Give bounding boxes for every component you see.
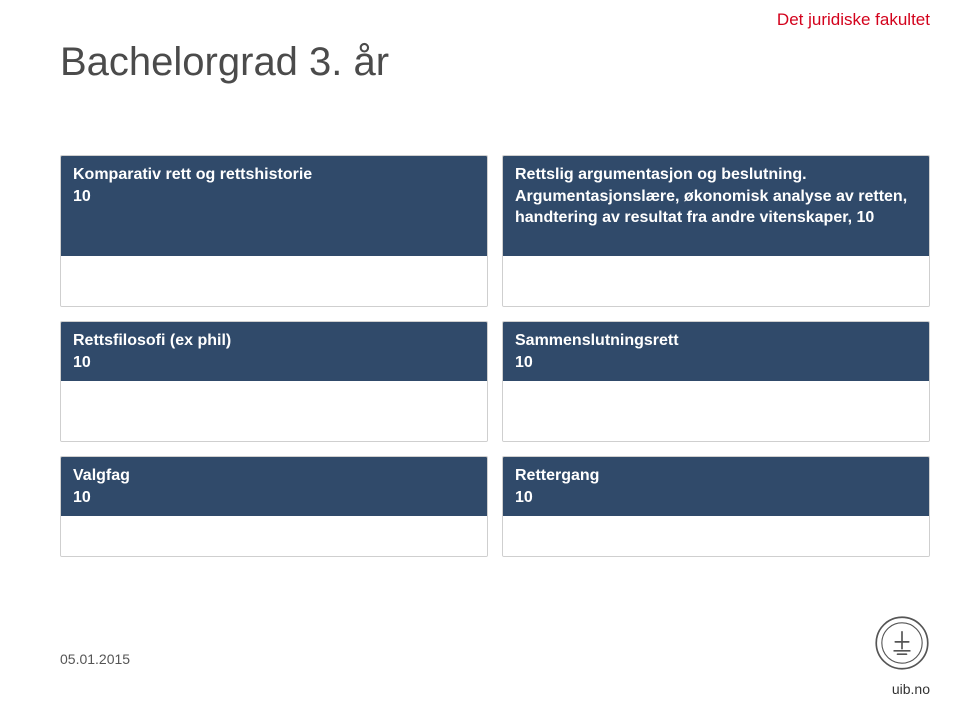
- course-credits: 10: [73, 352, 475, 374]
- course-cell-header: Komparativ rett og rettshistorie 10: [61, 156, 487, 256]
- course-cell: Rettslig argumentasjon og beslutning. Ar…: [502, 155, 930, 307]
- course-title: Rettsfilosofi (ex phil): [73, 332, 231, 349]
- page-title: Bachelorgrad 3. år: [60, 40, 389, 85]
- course-cell: Rettergang 10: [502, 456, 930, 557]
- course-cell-body: [503, 516, 929, 556]
- course-cell-header: Sammenslutningsrett 10: [503, 322, 929, 381]
- course-cell-body: [61, 516, 487, 556]
- course-cell-header: Rettsfilosofi (ex phil) 10: [61, 322, 487, 381]
- university-seal-icon: [874, 615, 930, 671]
- course-cell: Rettsfilosofi (ex phil) 10: [60, 321, 488, 442]
- course-cell-body: [61, 256, 487, 306]
- footer-date: 05.01.2015: [60, 651, 130, 667]
- course-cell-body: [503, 256, 929, 306]
- course-credits: 10: [73, 186, 475, 208]
- course-grid: Komparativ rett og rettshistorie 10 Rett…: [60, 155, 930, 571]
- course-title: Rettslig argumentasjon og beslutning. Ar…: [515, 166, 907, 226]
- course-credits: 10: [515, 352, 917, 374]
- course-cell: Valgfag 10: [60, 456, 488, 557]
- grid-row: Rettsfilosofi (ex phil) 10 Sammenslutnin…: [60, 321, 930, 442]
- course-title: Komparativ rett og rettshistorie: [73, 166, 312, 183]
- faculty-label: Det juridiske fakultet: [777, 10, 930, 30]
- course-credits: 10: [515, 487, 917, 509]
- course-cell-body: [61, 381, 487, 441]
- course-cell: Sammenslutningsrett 10: [502, 321, 930, 442]
- course-cell-header: Rettergang 10: [503, 457, 929, 516]
- slide-page: Det juridiske fakultet Bachelorgrad 3. å…: [0, 0, 960, 707]
- course-title: Sammenslutningsrett: [515, 332, 679, 349]
- course-title: Rettergang: [515, 467, 599, 484]
- course-cell: Komparativ rett og rettshistorie 10: [60, 155, 488, 307]
- footer-site: uib.no: [892, 681, 930, 697]
- course-cell-header: Valgfag 10: [61, 457, 487, 516]
- course-cell-body: [503, 381, 929, 441]
- course-title: Valgfag: [73, 467, 130, 484]
- course-cell-header: Rettslig argumentasjon og beslutning. Ar…: [503, 156, 929, 256]
- grid-row: Komparativ rett og rettshistorie 10 Rett…: [60, 155, 930, 307]
- grid-row: Valgfag 10 Rettergang 10: [60, 456, 930, 557]
- course-credits: 10: [73, 487, 475, 509]
